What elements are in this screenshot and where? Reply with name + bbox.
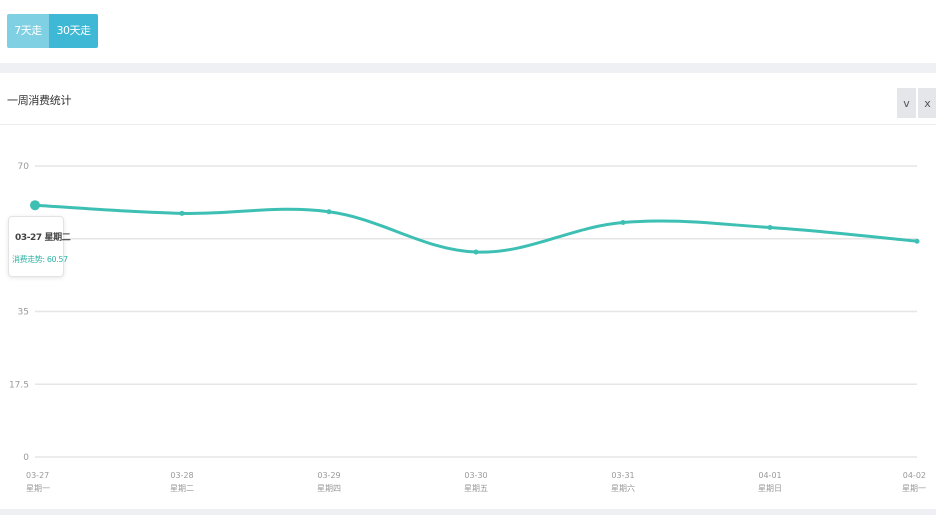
panel-header: 一周消费统计 v x bbox=[0, 73, 936, 125]
x-tick-label: 03-28 bbox=[170, 471, 193, 480]
section-divider bbox=[0, 63, 936, 73]
x-tick-label: 04-02 bbox=[903, 471, 926, 480]
series-line bbox=[34, 203, 918, 254]
x-tick-weekday-label: 星期五 bbox=[464, 484, 488, 493]
x-tick-label: 03-31 bbox=[611, 471, 634, 480]
x-tick-weekday-label: 星期四 bbox=[317, 484, 341, 493]
data-point bbox=[473, 249, 479, 255]
data-point bbox=[30, 200, 40, 211]
y-axis-ticks: 017.53552.570 bbox=[9, 162, 29, 463]
collapse-button[interactable]: v bbox=[897, 88, 916, 118]
x-tick-weekday-label: 星期六 bbox=[611, 483, 635, 493]
bottom-divider bbox=[0, 509, 936, 515]
y-tick-label: 17.5 bbox=[9, 380, 29, 390]
data-point bbox=[620, 220, 626, 226]
data-point bbox=[767, 225, 773, 231]
data-point bbox=[326, 209, 332, 215]
x-tick-weekday-label: 星期二 bbox=[170, 484, 194, 493]
x-tick-weekday-label: 星期日 bbox=[758, 484, 782, 493]
x-tick-weekday-label: 星期一 bbox=[26, 484, 50, 493]
data-point bbox=[914, 238, 920, 244]
y-tick-label: 0 bbox=[23, 453, 29, 463]
x-tick-label: 03-30 bbox=[464, 471, 487, 480]
top-toolbar: 7天走势 30天走势 bbox=[0, 0, 936, 71]
consumption-panel: 一周消费统计 v x bbox=[0, 73, 936, 515]
y-tick-label: 70 bbox=[18, 162, 30, 172]
chart-tooltip: 03-27 星期二 消费走势: 60.57 bbox=[8, 216, 71, 277]
series-layer bbox=[30, 200, 920, 255]
x-tick-label: 04-01 bbox=[758, 471, 781, 480]
tooltip-value: 消费走势: 60.57 bbox=[12, 255, 68, 264]
grid-lines bbox=[35, 165, 917, 458]
data-point bbox=[179, 210, 185, 216]
panel-title: 一周消费统计 bbox=[7, 94, 72, 107]
tooltip-title: 03-27 星期二 bbox=[15, 233, 71, 243]
x-tick-label: 03-27 bbox=[26, 471, 49, 480]
close-button[interactable]: x bbox=[918, 88, 936, 118]
x-tick-label: 03-29 bbox=[317, 471, 340, 480]
x-axis-ticks: 03-27 星期一 03-28 星期二 03-29 星期四 03-30 星期五 03-31 星期六… bbox=[26, 471, 926, 493]
y-tick-label: 35 bbox=[18, 308, 29, 318]
x-tick-weekday-label: 星期一 bbox=[902, 484, 926, 493]
